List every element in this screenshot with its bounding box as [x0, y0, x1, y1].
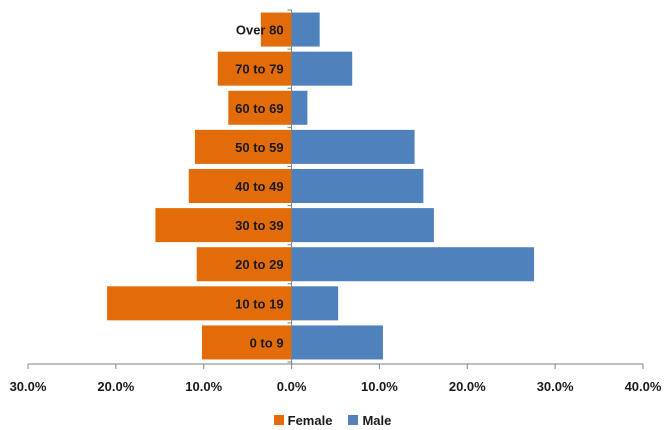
bar-male-20-to-29 — [291, 247, 535, 282]
bar-female-30-to-39 — [155, 208, 292, 243]
bar-male-0-to-9 — [291, 325, 383, 360]
bar-female-10-to-19 — [107, 286, 292, 321]
x-tick-label: 30.0% — [10, 379, 47, 394]
category-label-40-to-49: 40 to 49 — [235, 179, 283, 194]
category-labels-group: 0 to 9 10 to 19 20 to 29 30 to 39 40 to 49 50… — [235, 23, 283, 351]
legend-label-male: Male — [362, 412, 392, 428]
category-label-10-to-19: 10 to 19 — [235, 296, 283, 311]
bar-male-50-to-59 — [291, 129, 415, 164]
legend-swatch-female — [273, 415, 284, 425]
axes-group: 30.0% 20.0% 10.0% 0.0% 10.0% 20.0% 30.0% 40.0% — [10, 9, 662, 394]
legend-item-male: Male — [348, 413, 391, 428]
bar-male-30-to-39 — [291, 208, 434, 243]
legend-swatch-male — [348, 415, 359, 425]
category-label-50-to-59: 50 to 59 — [235, 140, 283, 155]
bar-male-60-to-69 — [291, 90, 308, 125]
category-label-70-to-79: 70 to 79 — [235, 62, 283, 77]
population-pyramid-chart: 30.0% 20.0% 10.0% 0.0% 10.0% 20.0% 30.0% 40.0% … — [10, 9, 662, 394]
bar-female-70-to-79 — [217, 51, 292, 86]
x-tick-label: 10.0% — [361, 379, 398, 394]
bar-male-10-to-19 — [291, 286, 339, 321]
bar-male-over-80 — [291, 12, 320, 47]
category-label-over-80: Over 80 — [236, 23, 284, 38]
bar-female-20-to-29 — [196, 247, 292, 282]
legend-label-female: Female — [287, 412, 333, 428]
bar-male-70-to-79 — [291, 51, 353, 86]
x-tick-label: 20.0% — [97, 379, 134, 394]
legend: Female Male — [0, 410, 665, 430]
category-label-30-to-39: 30 to 39 — [235, 218, 283, 233]
x-tick-label: 30.0% — [537, 379, 574, 394]
bar-male-40-to-49 — [291, 168, 424, 204]
bar-female-60-to-69 — [228, 90, 292, 125]
x-tick-label: 40.0% — [625, 379, 662, 394]
bars-group — [107, 12, 535, 360]
bar-female-0-to-9 — [201, 325, 292, 360]
bar-female-40-to-49 — [188, 168, 292, 204]
bar-female-50-to-59 — [194, 129, 292, 164]
category-label-60-to-69: 60 to 69 — [235, 101, 283, 116]
category-label-0-to-9: 0 to 9 — [250, 335, 284, 350]
bar-female-over-80 — [260, 12, 292, 47]
category-label-20-to-29: 20 to 29 — [235, 257, 283, 272]
legend-item-female: Female — [273, 412, 333, 428]
x-tick-label: 10.0% — [185, 379, 222, 394]
x-tick-label: 0.0% — [277, 379, 307, 394]
x-tick-label: 20.0% — [449, 379, 486, 394]
